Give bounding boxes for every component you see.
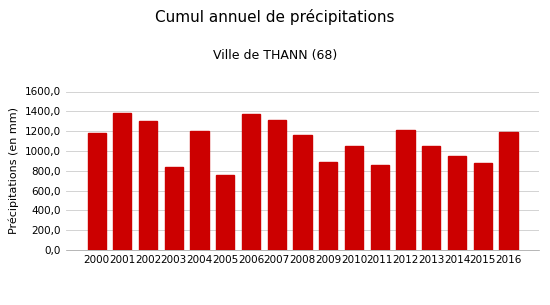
Bar [165, 167, 183, 250]
Bar [448, 156, 466, 250]
Bar [268, 120, 286, 250]
Bar [242, 114, 260, 250]
Bar [422, 145, 440, 250]
Bar [87, 133, 106, 250]
Text: Ville de THANN (68): Ville de THANN (68) [213, 49, 337, 62]
Bar [371, 165, 389, 250]
Y-axis label: Précipitations (en mm): Précipitations (en mm) [9, 107, 19, 234]
Bar [190, 131, 208, 250]
Bar [397, 130, 415, 250]
Text: Cumul annuel de précipitations: Cumul annuel de précipitations [155, 9, 395, 25]
Bar [499, 132, 518, 250]
Bar [294, 135, 311, 250]
Bar [319, 162, 337, 250]
Bar [139, 121, 157, 250]
Bar [474, 163, 492, 250]
Bar [216, 175, 234, 250]
Bar [113, 113, 131, 250]
Bar [345, 145, 363, 250]
